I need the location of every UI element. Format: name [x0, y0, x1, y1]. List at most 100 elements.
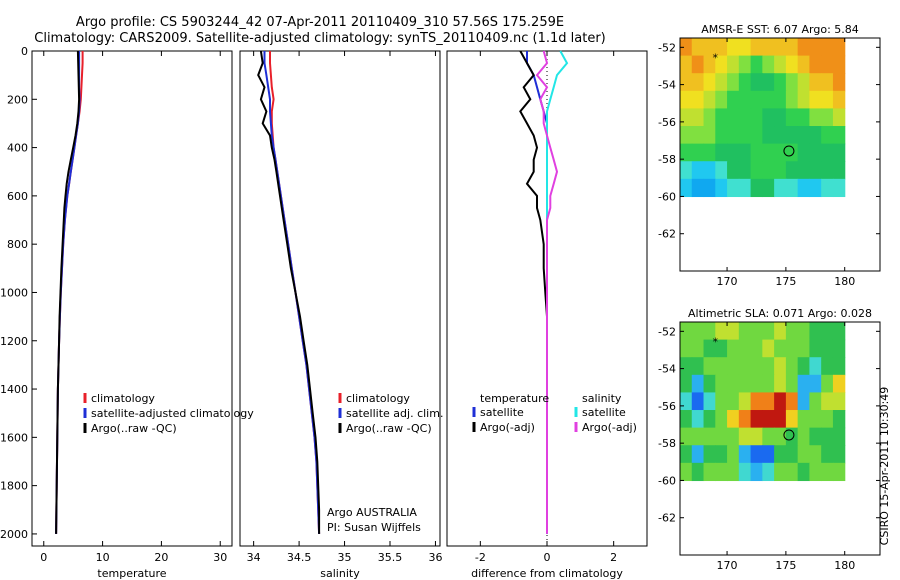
- heatmap-cell: [727, 73, 740, 92]
- heatmap-cell: [691, 55, 705, 74]
- legend-label: Argo(..raw -QC): [91, 422, 177, 435]
- heatmap-cell: [821, 161, 834, 180]
- legend-label: climatology: [91, 392, 155, 405]
- heatmap-cell: [785, 462, 799, 482]
- heatmap-cell: [738, 357, 752, 376]
- timestamp-stamp: CSIRO 15-Apr-2011 10:30:49: [878, 387, 891, 546]
- heatmap-cell: [680, 392, 693, 411]
- heatmap-cell: [750, 445, 763, 464]
- y-tick-label: -56: [658, 116, 676, 129]
- x-tick-label: 170: [717, 559, 738, 572]
- heatmap-cell: [691, 108, 705, 127]
- x-tick-label: 35: [338, 551, 352, 564]
- difference-profile-panel: -2 0 2 difference from climatology temperatu…: [446, 50, 648, 580]
- heatmap-cell: [727, 392, 740, 411]
- y-tick-label: -52: [658, 41, 676, 54]
- heatmap-cell: [750, 90, 763, 110]
- heatmap-cell: [727, 445, 740, 464]
- heatmap-cell: [821, 143, 834, 162]
- heatmap-cell: [703, 445, 716, 464]
- heatmap-cell: [738, 427, 752, 446]
- heatmap-cell: [691, 445, 705, 464]
- heatmap-cell: [727, 55, 740, 74]
- heatmap-cell: [809, 427, 822, 446]
- heatmap-cell: [774, 410, 787, 429]
- heatmap-cell: [774, 55, 787, 74]
- legend-label: climatology: [346, 392, 410, 405]
- heatmap-cell: [715, 178, 728, 198]
- heatmap-cell: [715, 392, 728, 411]
- heatmap-cell: [832, 55, 846, 74]
- heatmap-cell: [821, 357, 834, 376]
- heatmap-cell: [691, 73, 705, 92]
- heatmap-cell: [809, 55, 822, 74]
- heatmap-cell: [715, 126, 728, 145]
- heatmap-cell: [691, 38, 705, 57]
- heatmap-cell: [738, 55, 752, 74]
- x-tick-label: 20: [154, 551, 168, 564]
- heatmap-cell: [715, 90, 728, 110]
- map-frame: [679, 321, 881, 556]
- heatmap-cell: [738, 178, 752, 198]
- heatmap-cell: [680, 38, 693, 57]
- heatmap-cell: [715, 445, 728, 464]
- heatmap-cell: [774, 178, 787, 198]
- y-tick-label: 600: [7, 190, 28, 203]
- x-tick-label: 0: [544, 551, 551, 564]
- x-tick-label: 0: [40, 551, 47, 564]
- legend-label: satellite-adjusted climatology: [91, 407, 254, 420]
- y-tick-label: -60: [658, 190, 676, 203]
- heatmap-cell: [797, 410, 811, 429]
- heatmap-cell: [762, 126, 775, 145]
- heatmap-cell: [680, 73, 693, 92]
- y-tick-label: -58: [658, 437, 676, 450]
- heatmap-cell: [821, 374, 834, 394]
- heatmap-cell: [727, 161, 740, 180]
- heatmap-cell: [785, 357, 799, 376]
- series-line-satellite: [546, 50, 569, 534]
- heatmap-cell: [750, 339, 763, 358]
- heatmap-cell: [797, 339, 811, 358]
- heatmap-cell: [750, 38, 763, 57]
- heatmap-cell: [774, 126, 787, 145]
- star-marker: *: [713, 336, 719, 349]
- argo-position-marker: [783, 429, 795, 441]
- x-tick-label: 36: [428, 551, 442, 564]
- y-tick-label: -52: [658, 325, 676, 338]
- heatmap-cell: [715, 143, 728, 162]
- heatmap-cell: [809, 410, 822, 429]
- y-tick-label: -62: [658, 228, 676, 241]
- heatmap-cell: [832, 178, 846, 198]
- heatmap-cell: [727, 322, 740, 341]
- y-tick-label: 1800: [0, 480, 28, 493]
- heatmap-cell: [680, 90, 693, 110]
- sla-map-panel: Altimetric SLA: 0.071 Argo: 0.028 170 175 1…: [658, 307, 881, 572]
- heatmap-cell: [715, 339, 728, 358]
- heatmap-cell: [832, 445, 846, 464]
- heatmap-cell: [832, 392, 846, 411]
- heatmap-cell: [703, 108, 716, 127]
- heatmap-cell: [750, 392, 763, 411]
- heatmap-cell: [821, 392, 834, 411]
- heatmap-cell: [750, 357, 763, 376]
- x-tick-label: 2: [610, 551, 617, 564]
- heatmap-cell: [797, 374, 811, 394]
- heatmap-cell: [727, 38, 740, 57]
- heatmap-cell: [821, 38, 834, 57]
- heatmap-cell: [750, 126, 763, 145]
- heatmap-cell: [680, 357, 693, 376]
- pi-name-label: PI: Susan Wijffels: [327, 521, 421, 534]
- heatmap-cell: [832, 462, 846, 482]
- heatmap-cell: [809, 178, 822, 198]
- heatmap-cell: [832, 90, 846, 110]
- heatmap-cell: [750, 143, 763, 162]
- heatmap-cell: [797, 445, 811, 464]
- heatmap-cell: [774, 161, 787, 180]
- y-tick-label: -62: [658, 512, 676, 525]
- heatmap-cell: [703, 126, 716, 145]
- heatmap-cell: [809, 322, 822, 341]
- heatmap-cell: [750, 73, 763, 92]
- heatmap-cell: [809, 126, 822, 145]
- heatmap-cell: [750, 322, 763, 341]
- heatmap-cell: [727, 143, 740, 162]
